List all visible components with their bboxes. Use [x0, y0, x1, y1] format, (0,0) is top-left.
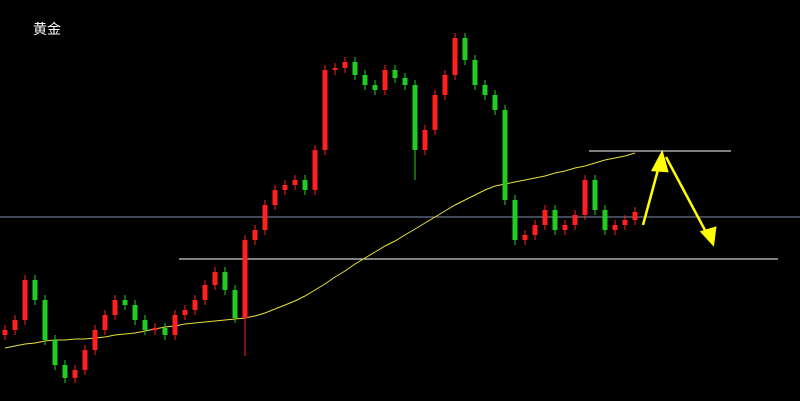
candle-body: [532, 225, 538, 235]
candle-body: [462, 38, 468, 60]
candle-body: [2, 330, 8, 335]
candle-body: [102, 315, 108, 330]
candle-body: [22, 280, 28, 320]
candle-body: [612, 225, 618, 230]
candle-body: [412, 85, 418, 150]
candle-body: [82, 350, 88, 370]
candle-body: [382, 70, 388, 90]
candle-body: [322, 70, 328, 150]
marks: [0, 33, 800, 383]
candle-body: [472, 60, 478, 85]
candle-body: [542, 210, 548, 225]
candle-body: [302, 180, 308, 190]
candle-body: [432, 95, 438, 130]
candle-body: [452, 38, 458, 75]
candle-body: [202, 285, 208, 300]
candle-body: [552, 210, 558, 230]
candle-body: [402, 78, 408, 85]
candle-body: [132, 305, 138, 320]
candle-body: [372, 85, 378, 90]
candle-body: [182, 310, 188, 315]
candle-body: [592, 180, 598, 210]
candle-body: [602, 210, 608, 230]
candle-body: [12, 320, 18, 330]
candle-body: [342, 62, 348, 68]
candle-body: [422, 130, 428, 150]
candle-body: [282, 185, 288, 190]
candle-body: [172, 315, 178, 335]
candle-body: [42, 300, 48, 340]
candle-body: [192, 300, 198, 310]
candle-body: [392, 70, 398, 78]
candle-body: [512, 200, 518, 240]
candle-body: [222, 272, 228, 290]
candle-body: [332, 68, 338, 70]
candle-body: [112, 300, 118, 315]
candle-body: [352, 62, 358, 75]
candle-body: [622, 220, 628, 225]
chart-title: 黄金: [33, 21, 61, 38]
candle-body: [442, 75, 448, 95]
candle-body: [152, 328, 158, 330]
candle-body: [482, 85, 488, 95]
candle-body: [522, 235, 528, 240]
candle-body: [562, 225, 568, 230]
candle-body: [312, 150, 318, 190]
candle-body: [62, 365, 68, 378]
forecast-arrows: [641, 149, 717, 247]
candle-body: [242, 240, 248, 318]
candle-body: [52, 340, 58, 365]
candle-body: [72, 370, 78, 378]
candle-body: [292, 180, 298, 185]
candle-body: [162, 328, 168, 335]
candle-body: [232, 290, 238, 318]
candle-body: [572, 215, 578, 225]
candle-body: [262, 205, 268, 230]
candle-body: [272, 190, 278, 205]
candle-body: [92, 330, 98, 350]
arrow-down: [664, 156, 709, 235]
candle-body: [32, 280, 38, 300]
candle-body: [252, 230, 258, 240]
candle-body: [632, 212, 638, 220]
candle-body: [502, 110, 508, 200]
candle-body: [582, 180, 588, 215]
candle-body: [492, 95, 498, 110]
moving-average: [4, 152, 636, 349]
candle-body: [122, 300, 128, 305]
candle-body: [362, 75, 368, 85]
arrow-head: [650, 149, 669, 173]
arrow-up: [641, 165, 661, 226]
arrow-head: [699, 226, 717, 247]
candle-body: [212, 272, 218, 285]
candle-body: [142, 320, 148, 330]
